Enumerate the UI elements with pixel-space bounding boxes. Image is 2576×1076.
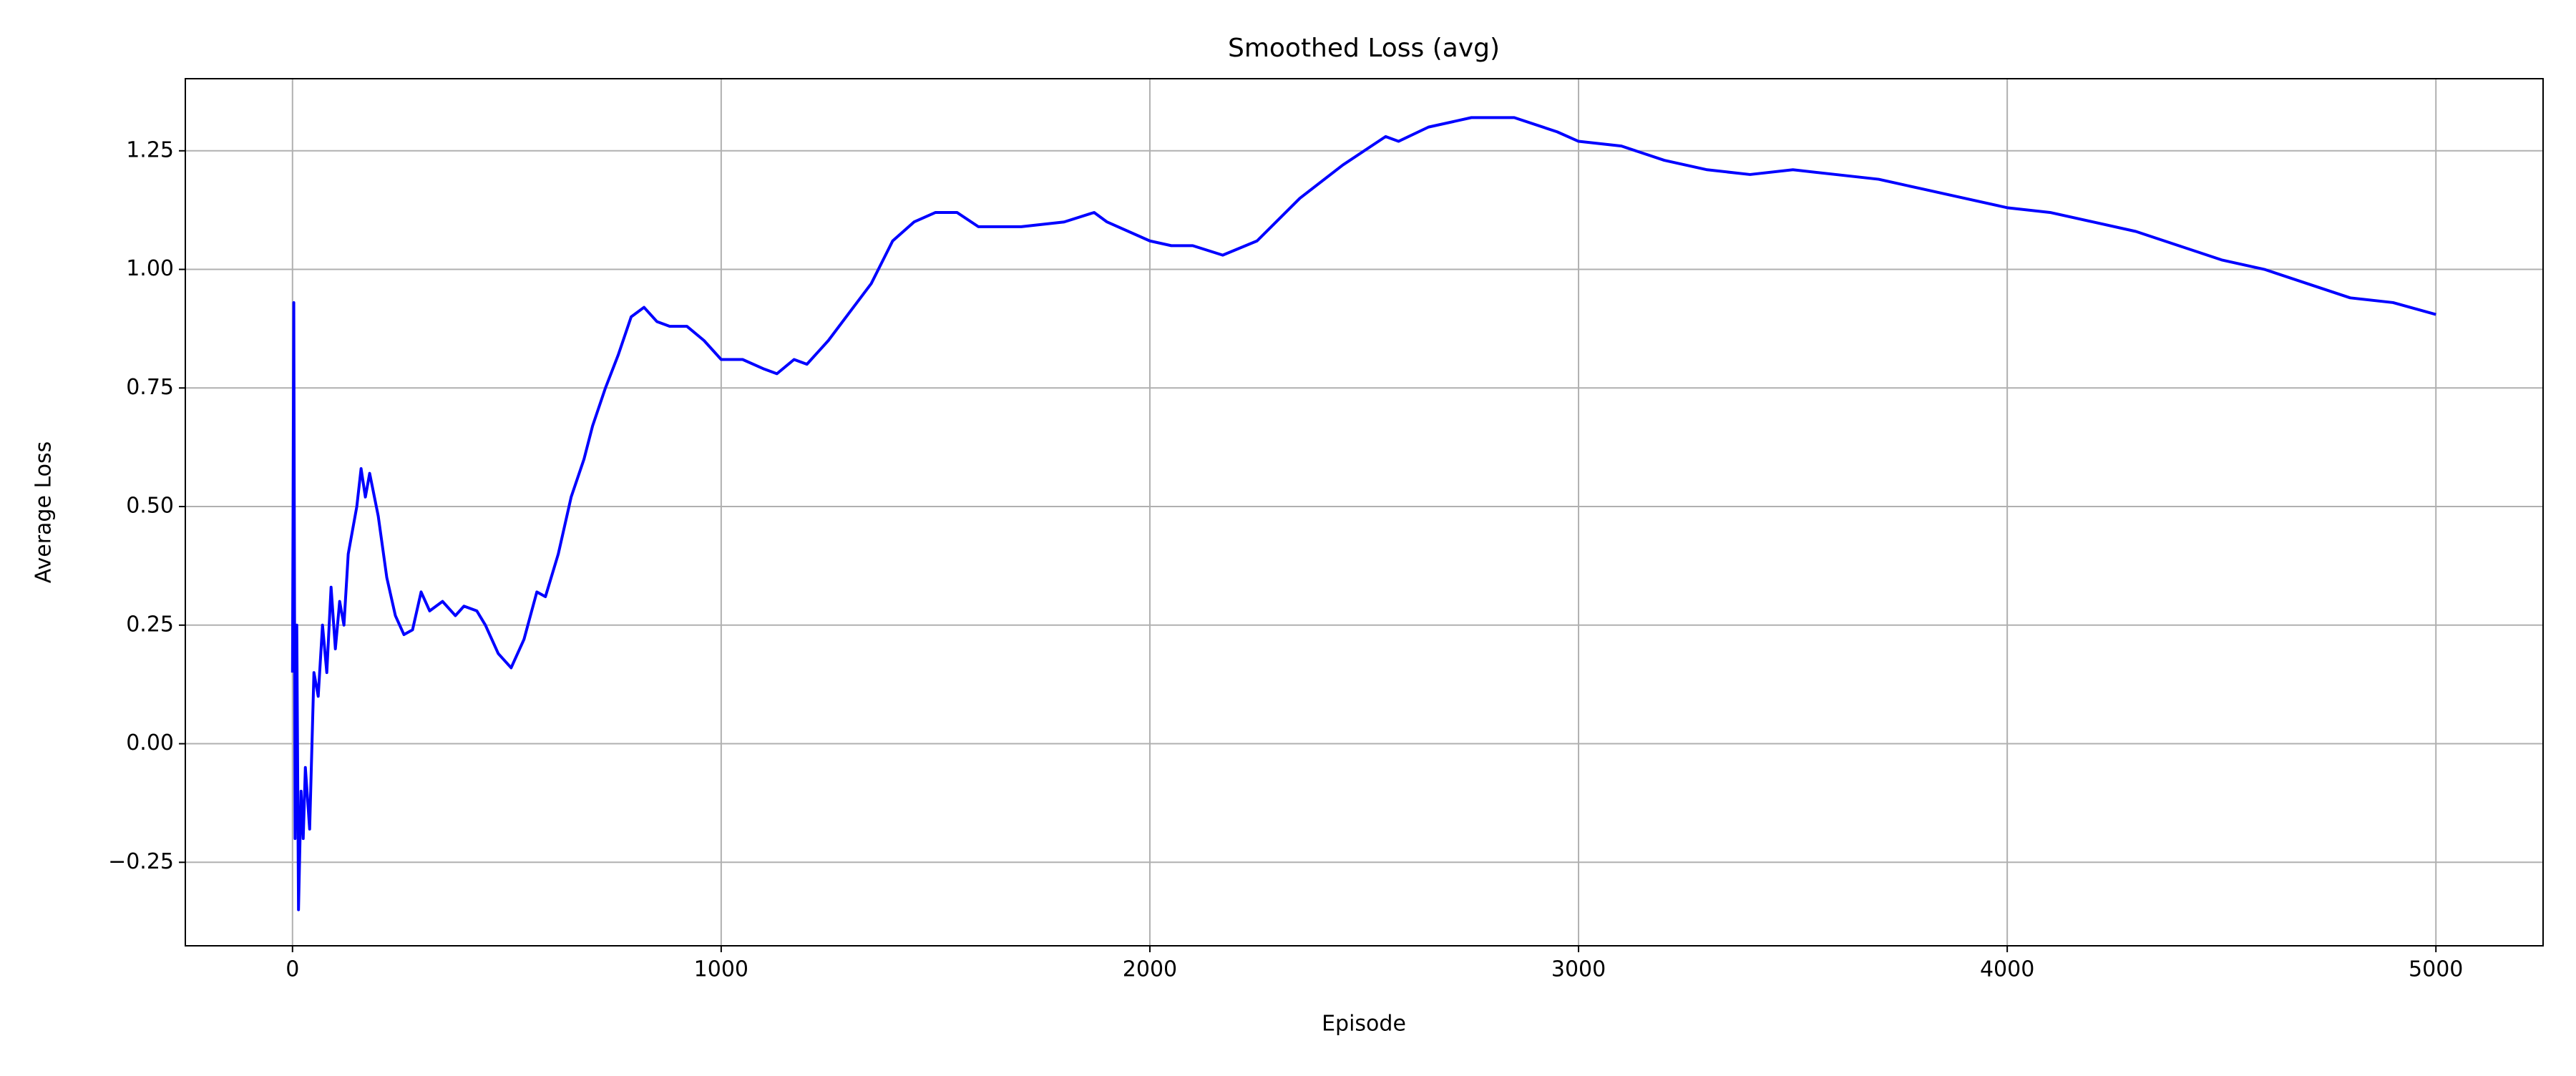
data-line: [291, 116, 2436, 911]
y-tick-label: 0.25: [126, 612, 174, 637]
y-tick-label: −0.25: [108, 849, 174, 874]
y-tick-label: 0.50: [126, 494, 174, 519]
x-tick-label: 4000: [1980, 957, 2034, 982]
y-tick-label: 0.00: [126, 730, 174, 755]
y-axis-label: Average Loss: [31, 441, 57, 584]
x-axis-label: Episode: [1322, 1012, 1406, 1037]
x-tick-label: 3000: [1551, 957, 1606, 982]
x-tick-label: 0: [286, 957, 299, 982]
x-tick-label: 2000: [1123, 957, 1177, 982]
y-tick-label: 1.25: [126, 137, 174, 162]
chart-title: Smoothed Loss (avg): [1228, 34, 1500, 63]
y-tick-label: 0.75: [126, 375, 174, 400]
plot-frame: [185, 78, 2544, 947]
x-tick-label: 5000: [2409, 957, 2463, 982]
x-tick-label: 1000: [694, 957, 748, 982]
y-tick-label: 1.00: [126, 256, 174, 281]
